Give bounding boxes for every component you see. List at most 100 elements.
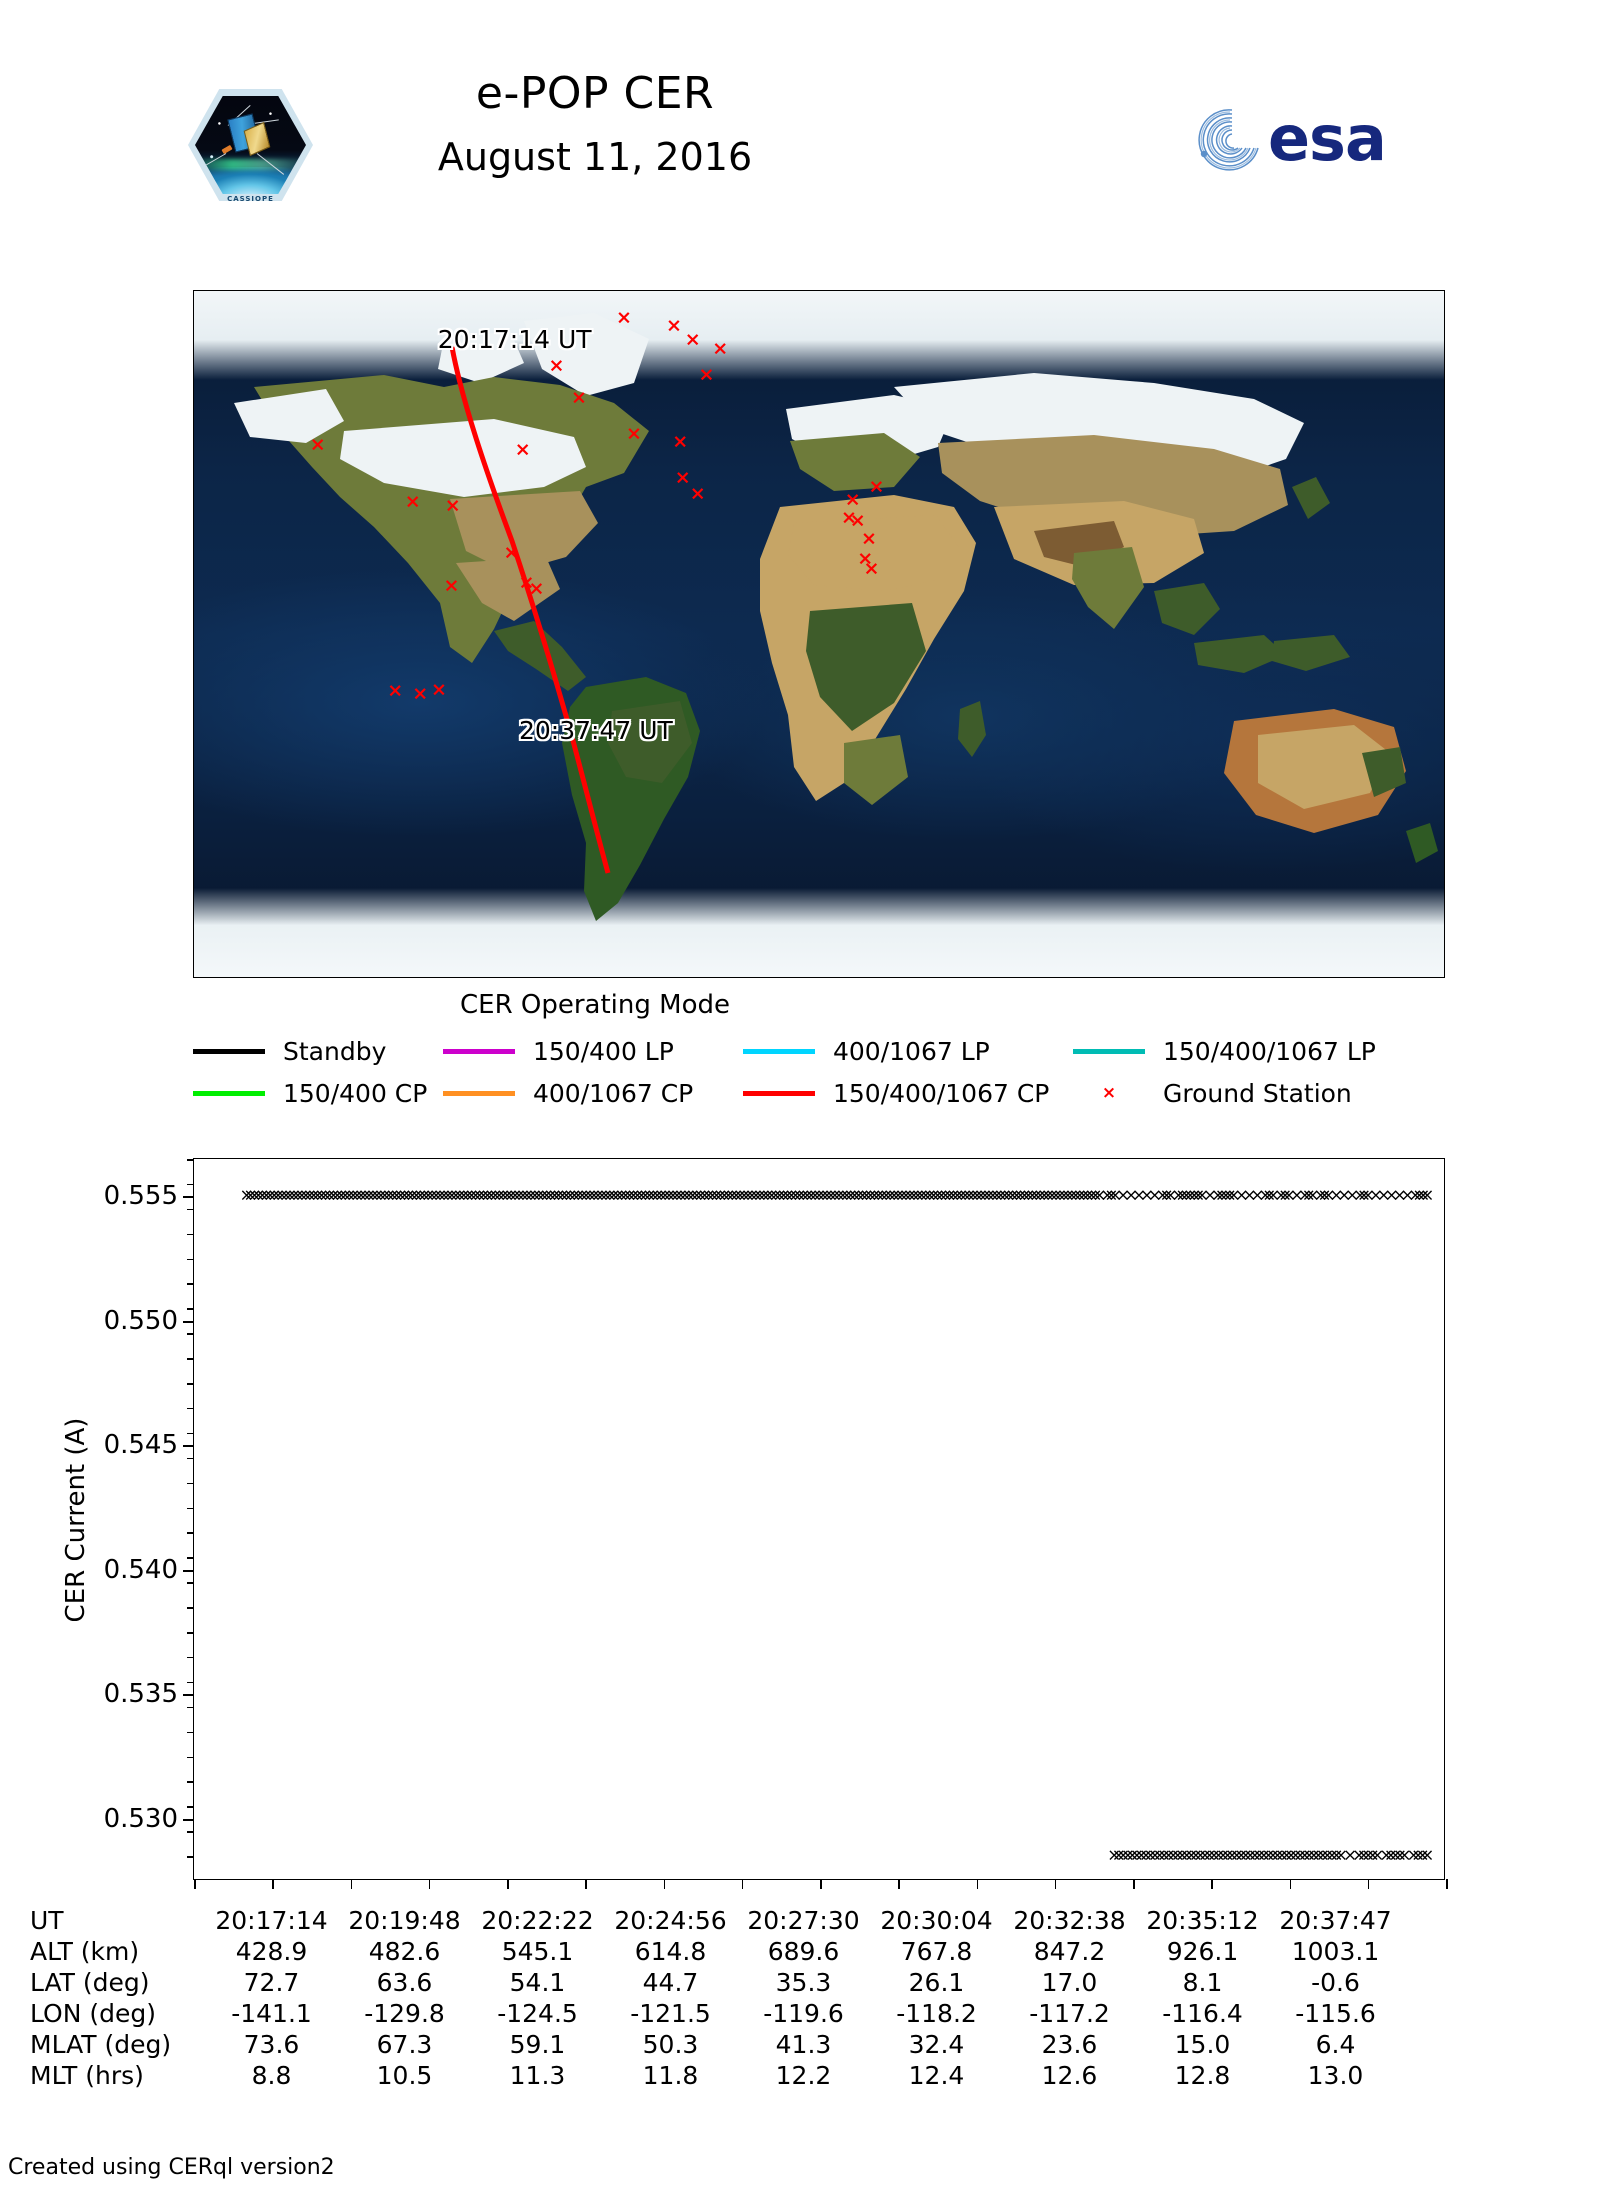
x-axis-tick	[507, 1879, 509, 1889]
table-cell: -141.1	[205, 1999, 338, 2028]
table-cell: -115.6	[1269, 1999, 1402, 2028]
legend-color-swatch	[1073, 1049, 1145, 1054]
x-axis-tick	[977, 1879, 979, 1889]
legend-label: Ground Station	[1163, 1079, 1352, 1108]
ground-station-marker: ×	[412, 685, 428, 704]
ground-station-marker: ×	[685, 331, 701, 350]
legend-color-swatch	[193, 1049, 265, 1054]
table-cell: 20:35:12	[1136, 1906, 1269, 1935]
x-axis-tick	[820, 1879, 822, 1889]
boom-upper-right	[253, 120, 279, 125]
x-axis-tick	[351, 1879, 353, 1889]
ground-station-marker: ×	[445, 497, 461, 516]
table-cell: 26.1	[870, 1968, 1003, 1997]
ground-station-marker: ×	[841, 509, 857, 528]
y-axis-minor-tick	[187, 1259, 194, 1261]
table-cell: -129.8	[338, 1999, 471, 2028]
legend-color-swatch	[743, 1091, 815, 1096]
y-axis-major-tick	[183, 1196, 194, 1198]
table-cell: 1003.1	[1269, 1937, 1402, 1966]
legend-item-150-400-1067-lp: 150/400/1067 LP	[1073, 1037, 1445, 1066]
table-cell: 12.8	[1136, 2061, 1269, 2090]
table-cell: 44.7	[604, 1968, 737, 1997]
legend-color-swatch	[743, 1049, 815, 1054]
table-row-header: MLT (hrs)	[30, 2061, 205, 2090]
ground-track-map: 20:17:14 UT 20:37:47 UT × × × × × × × × × × × × × × × ×…	[193, 290, 1445, 978]
table-cell: 8.1	[1136, 1968, 1269, 1997]
table-cell: 20:17:14	[205, 1906, 338, 1935]
ground-station-marker: ×	[529, 579, 545, 598]
ground-station-marker: ×	[444, 576, 460, 595]
table-cell: 32.4	[870, 2030, 1003, 2059]
y-axis-minor-tick	[187, 1831, 194, 1833]
x-axis-tick	[898, 1879, 900, 1889]
page-title-text: e-POP CER	[476, 68, 714, 119]
table-row: ALT (km) 428.9 482.6 545.1 614.8 689.6 767.8 84…	[30, 1936, 1530, 1967]
table-cell: 8.8	[205, 2061, 338, 2090]
page-header: CASSIOPE e-POP CER August 11, 2016	[0, 0, 1600, 215]
ground-station-marker: ×	[690, 485, 706, 504]
legend-label: 150/400/1067 LP	[1163, 1037, 1376, 1066]
ground-station-marker: ×	[672, 432, 688, 451]
legend-item-150-400-cp: 150/400 CP	[193, 1079, 443, 1108]
x-axis-tick	[742, 1879, 744, 1889]
table-row: MLT (hrs) 8.8 10.5 11.3 11.8 12.2 12.4 12.6 12.8…	[30, 2060, 1530, 2091]
y-axis-minor-tick	[187, 1283, 194, 1285]
y-axis-minor-tick	[187, 1657, 194, 1659]
y-axis-minor-tick	[187, 1184, 194, 1186]
legend-item-400-1067-lp: 400/1067 LP	[743, 1037, 1073, 1066]
table-cell: 12.4	[870, 2061, 1003, 2090]
legend-label: 150/400 CP	[283, 1079, 427, 1108]
table-row-header: LAT (deg)	[30, 1968, 205, 1997]
table-cell: 614.8	[604, 1937, 737, 1966]
legend-row: Standby 150/400 LP 400/1067 LP 150/400/1067…	[193, 1030, 1445, 1072]
table-cell: 6.4	[1269, 2030, 1402, 2059]
table-cell: 13.0	[1269, 2061, 1402, 2090]
ground-station-marker: ×	[675, 469, 691, 488]
table-cell: 545.1	[471, 1937, 604, 1966]
y-axis-minor-tick	[187, 1383, 194, 1385]
table-cell: 847.2	[1003, 1937, 1136, 1966]
table-cell: 20:27:30	[737, 1906, 870, 1935]
table-cell: 15.0	[1136, 2030, 1269, 2059]
ground-station-marker: ×	[861, 529, 877, 548]
x-axis-tick	[1368, 1879, 1370, 1889]
table-cell: 67.3	[338, 2030, 471, 2059]
table-cell: 35.3	[737, 1968, 870, 1997]
y-axis-major-tick	[183, 1321, 194, 1323]
table-cell: 12.2	[737, 2061, 870, 2090]
continent-shapes	[194, 291, 1444, 977]
ephemeris-table: UT 20:17:14 20:19:48 20:22:22 20:24:56 20:27:…	[30, 1905, 1530, 2091]
y-axis-minor-tick	[187, 1806, 194, 1808]
epop-cer-summary-plot: CASSIOPE e-POP CER August 11, 2016	[0, 0, 1600, 2200]
y-axis-minor-tick	[187, 1458, 194, 1460]
table-cell: 54.1	[471, 1968, 604, 1997]
legend-color-swatch	[443, 1049, 515, 1054]
y-axis-minor-tick	[187, 1234, 194, 1236]
table-row-header: UT	[30, 1906, 205, 1935]
ground-station-marker: ×	[504, 544, 520, 563]
ground-station-marker: ×	[864, 559, 880, 578]
x-axis-tick	[585, 1879, 587, 1889]
y-axis-tick-label: 0.550	[104, 1306, 178, 1336]
table-cell: 20:22:22	[471, 1906, 604, 1935]
x-axis-tick	[1446, 1879, 1448, 1889]
table-row-header: LON (deg)	[30, 1999, 205, 2028]
table-cell: 12.6	[1003, 2061, 1136, 2090]
legend-label: Standby	[283, 1037, 386, 1066]
legend-marker-icon: ×	[1073, 1085, 1145, 1102]
logo-caption: CASSIOPE	[188, 195, 313, 203]
legend-item-400-1067-cp: 400/1067 CP	[443, 1079, 743, 1108]
track-start-time-label: 20:17:14 UT	[438, 325, 592, 354]
y-axis-minor-tick	[187, 1632, 194, 1634]
y-axis-minor-tick	[187, 1433, 194, 1435]
x-axis-tick	[429, 1879, 431, 1889]
esa-spiral-icon	[1180, 102, 1276, 176]
table-cell: 20:24:56	[604, 1906, 737, 1935]
y-axis-major-tick	[183, 1445, 194, 1447]
y-axis-minor-tick	[187, 1582, 194, 1584]
y-axis-tick-label: 0.530	[104, 1804, 178, 1834]
x-axis-tick	[1055, 1879, 1057, 1889]
y-axis-minor-tick	[187, 1308, 194, 1310]
y-axis-major-tick	[183, 1694, 194, 1696]
